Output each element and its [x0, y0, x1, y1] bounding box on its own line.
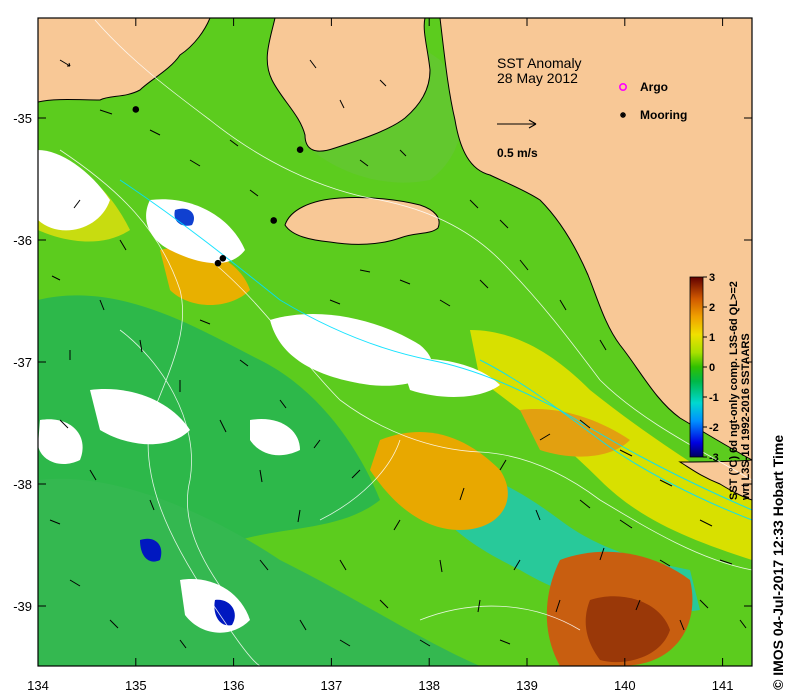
y-axis: -35 -36 -37 -38 -39: [13, 111, 752, 614]
y-tick-label: -36: [13, 233, 32, 248]
vector-scale-label: 0.5 m/s: [497, 146, 538, 160]
cold-patch-south: [140, 538, 162, 562]
anomaly-region-orange-east: [520, 409, 630, 457]
colorbar-tick-label: 2: [709, 302, 715, 314]
y-tick-label: -35: [13, 111, 32, 126]
imos-footer-credit: © IMOS 04-Jul-2017 12:33 Hobart Time: [770, 434, 786, 690]
mooring-point: [296, 146, 304, 154]
bathymetry-contours: [59, 19, 752, 666]
cold-patch-south2: [214, 599, 235, 626]
mooring-point: [214, 259, 222, 267]
y-tick-label: -37: [13, 355, 32, 370]
land-mainland-east: [439, 18, 752, 461]
land-yorke-peninsula: [255, 18, 431, 152]
mooring-point: [219, 254, 227, 262]
mooring-point: [132, 106, 140, 113]
no-data-patch-sw2: [38, 419, 83, 465]
mooring-point: [270, 217, 277, 224]
land-eyre-peninsula: [38, 18, 211, 103]
colorbar-gradient: [689, 276, 704, 458]
mooring-markers: [132, 106, 304, 267]
map-title: SST Anomaly: [497, 55, 582, 71]
y-tick-label: -38: [13, 477, 32, 492]
colorbar-ticks: 3 2 1 0 -1 -2 -3: [703, 272, 719, 464]
no-data-patch-sw1: [90, 389, 190, 445]
x-tick-label: 139: [516, 678, 538, 693]
x-axis: 134 135 136 137 138 139 140 141: [27, 18, 733, 693]
colorbar-tick-label: -2: [709, 422, 719, 434]
x-tick-label: 140: [614, 678, 636, 693]
argo-marker-icon: [618, 83, 627, 92]
x-tick-label: 141: [712, 678, 734, 693]
vector-scale: 0.5 m/s: [497, 119, 538, 160]
no-data-patch-centre2: [250, 419, 300, 456]
anomaly-region-green-south: [38, 478, 480, 666]
colorbar-tick-label: -1: [709, 392, 719, 404]
colorbar-tick-label: 1: [709, 332, 715, 344]
legend-argo-label: Argo: [640, 80, 668, 94]
colorbar-tick-label: -3: [709, 452, 719, 464]
colorbar: 3 2 1 0 -1 -2 -3 SST (°C) 6d ngt-only comp. L3…: [689, 272, 752, 501]
arrow-right-icon: [497, 119, 537, 129]
land-kangaroo-island: [284, 197, 440, 245]
x-tick-label: 136: [223, 678, 245, 693]
map-plot-area: [38, 18, 752, 666]
x-tick-label: 137: [321, 678, 343, 693]
anomaly-region-orange-west: [160, 247, 250, 305]
plot-frame: [37, 17, 753, 667]
legend-mooring-label: Mooring: [640, 108, 687, 122]
colorbar-label-line1: SST (°C) 6d ngt-only comp. L3S-6d QL>=2: [728, 281, 740, 500]
map-date: 28 May 2012: [497, 70, 578, 86]
current-velocity-arrows: [49, 59, 747, 649]
mooring-marker-icon: [620, 112, 626, 118]
colorbar-label-line2: wrt L3S-1d 1992-2016 SSTAARS: [740, 333, 752, 501]
legend: Argo Mooring: [618, 80, 687, 122]
y-tick-label: -39: [13, 599, 32, 614]
anomaly-region-darkbrown-south: [585, 596, 670, 663]
anomaly-region-orange-centre: [370, 431, 508, 530]
no-data-patch-mid: [400, 358, 500, 397]
x-tick-label: 138: [418, 678, 440, 693]
no-data-patch-west: [38, 150, 110, 231]
colorbar-tick-label: 0: [709, 362, 715, 374]
x-tick-label: 134: [27, 678, 49, 693]
colorbar-tick-label: 3: [709, 272, 715, 284]
x-tick-label: 135: [125, 678, 147, 693]
